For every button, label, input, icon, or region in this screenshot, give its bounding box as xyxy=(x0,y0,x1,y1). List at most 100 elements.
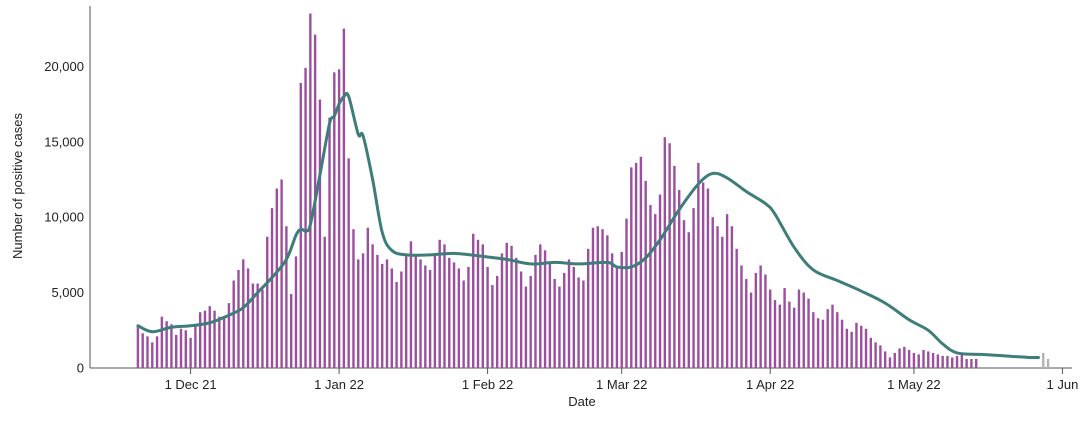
daily-case-bar xyxy=(658,194,662,368)
daily-case-bar xyxy=(620,251,623,368)
daily-case-bar xyxy=(946,355,949,368)
daily-case-bar xyxy=(855,322,858,368)
daily-case-bar xyxy=(256,283,259,368)
daily-case-bar xyxy=(951,357,954,368)
daily-case-bar xyxy=(371,244,374,368)
x-tick-label: 1 Jun xyxy=(1047,377,1079,392)
daily-case-bar xyxy=(428,269,432,368)
daily-case-bar xyxy=(198,312,202,368)
y-tick-label: 0 xyxy=(77,361,84,376)
daily-case-bar xyxy=(438,239,441,368)
daily-case-bar xyxy=(682,220,686,368)
daily-case-bar xyxy=(922,349,925,368)
daily-case-bar xyxy=(179,328,183,368)
daily-case-bar xyxy=(189,337,192,368)
daily-case-bar xyxy=(582,280,585,368)
daily-case-bar xyxy=(864,328,868,368)
daily-case-bar xyxy=(146,336,149,368)
daily-case-bar xyxy=(572,266,576,368)
daily-case-bar xyxy=(903,346,906,368)
daily-case-bar xyxy=(323,236,326,368)
daily-case-bar xyxy=(486,266,489,368)
daily-case-bar xyxy=(266,236,269,368)
daily-case-bar xyxy=(654,214,657,368)
daily-case-bar xyxy=(591,227,595,368)
daily-case-bar xyxy=(151,342,154,368)
daily-case-bar xyxy=(524,286,528,368)
daily-case-bar xyxy=(481,244,484,368)
daily-case-bar xyxy=(414,256,417,368)
daily-case-bar xyxy=(697,162,700,368)
daily-case-bar xyxy=(802,292,805,368)
daily-case-bar xyxy=(333,72,336,369)
daily-case-bar xyxy=(797,289,801,368)
daily-case-bar xyxy=(318,99,322,369)
daily-case-bar xyxy=(227,303,231,368)
daily-case-bar xyxy=(586,248,590,368)
daily-case-bar xyxy=(385,259,389,368)
daily-case-bar xyxy=(812,312,815,368)
daily-case-bar xyxy=(170,324,173,368)
x-tick-label: 1 Feb 22 xyxy=(462,377,513,392)
daily-case-bar xyxy=(678,190,681,368)
daily-case-bar xyxy=(510,245,513,368)
daily-case-bar xyxy=(754,272,758,368)
daily-case-bar xyxy=(553,279,556,368)
daily-case-bar xyxy=(831,304,834,368)
daily-case-bar xyxy=(467,266,470,368)
daily-case-bar xyxy=(342,28,346,369)
daily-case-bar xyxy=(563,272,566,368)
daily-case-bar xyxy=(816,318,820,368)
daily-case-bar xyxy=(285,226,288,368)
daily-case-bar xyxy=(395,282,398,368)
daily-case-bar xyxy=(917,354,920,368)
daily-case-bar xyxy=(845,328,849,368)
daily-case-bar xyxy=(701,182,705,368)
daily-case-bar xyxy=(668,143,671,368)
daily-case-bar xyxy=(136,325,140,368)
daily-case-bar xyxy=(400,271,403,368)
daily-case-bar xyxy=(883,351,887,368)
daily-case-bar xyxy=(927,351,930,368)
x-tick-label: 1 May 22 xyxy=(887,377,940,392)
daily-case-bar xyxy=(213,310,216,368)
daily-case-bar xyxy=(807,298,810,368)
daily-case-bar xyxy=(289,294,293,368)
x-tick-label: 1 Mar 22 xyxy=(596,377,647,392)
daily-case-bar xyxy=(352,229,355,368)
daily-case-bar xyxy=(218,316,221,368)
daily-case-bar xyxy=(500,253,504,368)
daily-case-bar xyxy=(874,342,877,368)
daily-case-bar xyxy=(778,304,781,368)
daily-case-bar xyxy=(347,158,350,368)
x-axis-title: Date xyxy=(568,394,595,409)
y-tick-label: 20,000 xyxy=(44,59,84,74)
daily-case-bar xyxy=(893,352,896,368)
daily-case-bar xyxy=(725,214,729,368)
daily-case-bar xyxy=(184,330,187,368)
daily-case-bar xyxy=(625,218,628,368)
daily-case-bar xyxy=(160,316,164,368)
daily-case-bar xyxy=(246,268,250,368)
daily-case-bar xyxy=(175,334,178,368)
daily-case-bar xyxy=(610,253,614,368)
daily-case-bar xyxy=(912,352,916,368)
daily-case-bar xyxy=(543,250,547,368)
daily-case-bar xyxy=(222,316,226,368)
daily-case-bar xyxy=(773,300,777,369)
daily-case-bar xyxy=(165,321,168,368)
daily-case-bar xyxy=(390,268,393,368)
daily-case-bar xyxy=(558,286,561,368)
daily-case-bar xyxy=(567,259,571,368)
daily-case-bar xyxy=(850,331,853,368)
daily-case-bar xyxy=(141,333,144,368)
daily-case-bar xyxy=(495,275,499,368)
daily-case-bar xyxy=(309,13,312,368)
daily-case-bar xyxy=(448,257,451,368)
daily-case-bar xyxy=(663,137,667,368)
daily-case-bar xyxy=(155,336,159,368)
daily-case-bar xyxy=(759,265,762,368)
line-series xyxy=(136,91,1040,360)
daily-case-bar xyxy=(879,345,882,369)
